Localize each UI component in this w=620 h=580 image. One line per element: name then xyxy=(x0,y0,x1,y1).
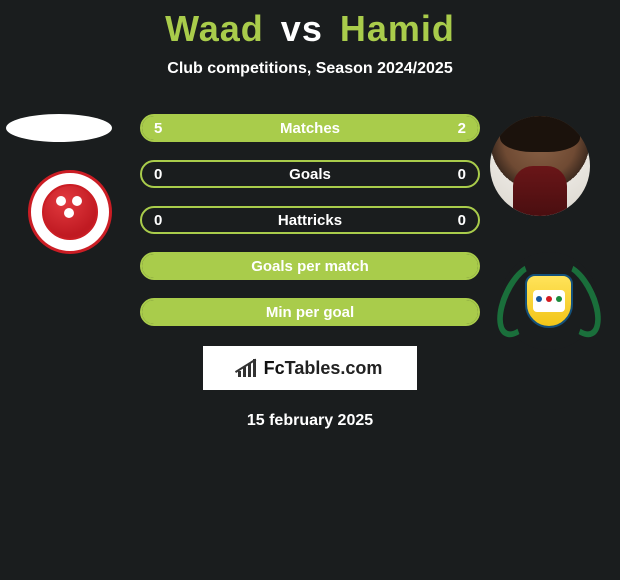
stat-label: Goals xyxy=(142,166,478,183)
vs-text: vs xyxy=(275,8,329,49)
stat-row-matches: 5 Matches 2 xyxy=(140,114,480,142)
logo-prefix: Fc xyxy=(264,358,285,378)
stat-label: Hattricks xyxy=(142,212,478,229)
logo-main: Tables xyxy=(285,358,341,378)
club-crest-icon xyxy=(42,184,98,240)
player2-name: Hamid xyxy=(340,8,455,49)
stat-row-goals-per-match: Goals per match xyxy=(140,252,480,280)
content: 5 Matches 2 0 Goals 0 0 Hattricks 0 Goal… xyxy=(0,114,620,430)
player2-avatar xyxy=(490,116,590,216)
stat-label: Min per goal xyxy=(142,304,478,321)
player1-club-logo xyxy=(28,170,112,254)
stat-row-hattricks: 0 Hattricks 0 xyxy=(140,206,480,234)
site-logo: FcTables.com xyxy=(203,346,417,390)
shield-icon xyxy=(525,274,573,328)
player2-club-logo xyxy=(500,252,598,350)
player1-avatar xyxy=(6,114,112,142)
subtitle: Club competitions, Season 2024/2025 xyxy=(0,60,620,78)
header: Waad vs Hamid Club competitions, Season … xyxy=(0,0,620,78)
barchart-icon xyxy=(238,359,262,377)
logo-text: FcTables.com xyxy=(264,358,383,379)
stat-row-min-per-goal: Min per goal xyxy=(140,298,480,326)
logo-suffix: .com xyxy=(340,358,382,378)
stat-label: Matches xyxy=(142,120,478,137)
page-title: Waad vs Hamid xyxy=(0,8,620,50)
player1-name: Waad xyxy=(165,8,264,49)
date: 15 february 2025 xyxy=(0,412,620,430)
stat-label: Goals per match xyxy=(142,258,478,275)
stat-row-goals: 0 Goals 0 xyxy=(140,160,480,188)
stats-bars: 5 Matches 2 0 Goals 0 0 Hattricks 0 Goal… xyxy=(140,114,480,326)
